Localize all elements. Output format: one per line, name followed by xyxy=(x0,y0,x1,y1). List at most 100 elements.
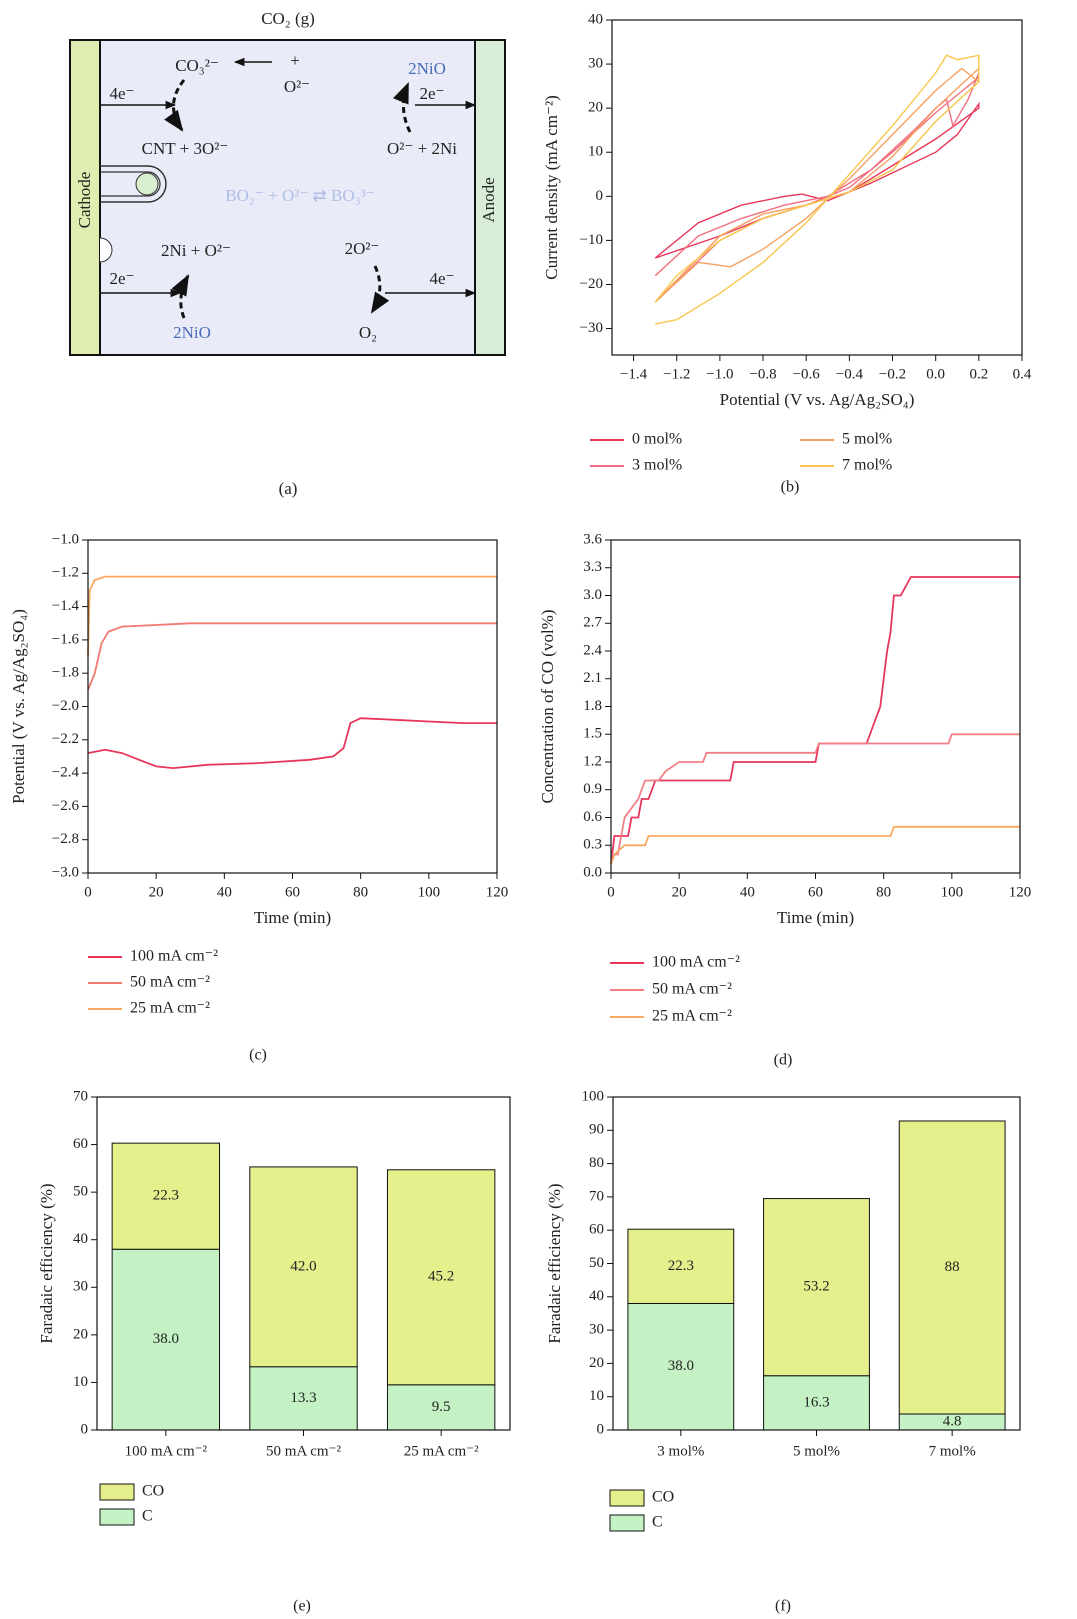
value-label: 13.3 xyxy=(290,1390,316,1406)
label: O²⁻ + 2Ni xyxy=(387,139,457,158)
legend-label: 100 mA cm⁻² xyxy=(130,948,218,965)
nanotube-inner xyxy=(100,171,161,197)
y-tick-label: −10 xyxy=(580,232,603,248)
y-tick-label: −3.0 xyxy=(52,864,79,880)
label: 4e⁻ xyxy=(429,269,454,288)
plot-frame xyxy=(610,539,1021,874)
plot-frame xyxy=(96,1096,511,1431)
y-tick-label: 80 xyxy=(589,1155,604,1171)
bar-segment xyxy=(898,1120,1006,1415)
y-tick-label: 10 xyxy=(73,1374,88,1390)
line xyxy=(610,825,1020,865)
y-tick-label: −2.8 xyxy=(52,831,79,847)
legend-label: 50 mA cm⁻² xyxy=(130,974,210,991)
y-tick-label: −2.4 xyxy=(52,765,80,781)
y-tick-label: 20 xyxy=(589,1355,604,1371)
bar-segment xyxy=(763,1375,870,1431)
x-tick-label: 100 xyxy=(941,884,964,900)
panel-label: (f) xyxy=(775,1598,791,1615)
y-tick-label: 60 xyxy=(73,1136,88,1152)
x-tick-label: 20 xyxy=(149,884,164,900)
label: 2NiO xyxy=(408,59,446,78)
panel-label: (a) xyxy=(279,479,298,498)
bar-segment xyxy=(763,1198,870,1377)
x-tick-label: 80 xyxy=(876,884,891,900)
legend-label: 25 mA cm⁻² xyxy=(130,1000,210,1017)
y-tick-label: 40 xyxy=(73,1231,88,1247)
x-tick-label: 100 xyxy=(418,884,441,900)
legend-label: 50 mA cm⁻² xyxy=(652,981,732,998)
curved-arrow xyxy=(171,274,190,319)
bar-segment xyxy=(111,1142,221,1250)
x-tick-label: −1.2 xyxy=(663,366,690,382)
x-axis-label: Potential (V vs. Ag/Ag₂SO₄) xyxy=(720,390,915,409)
x-tick-label: 60 xyxy=(285,884,300,900)
x-tick-label: 120 xyxy=(486,884,509,900)
y-tick-label: −2.6 xyxy=(52,798,80,814)
x-tick-label: −0.8 xyxy=(749,366,776,382)
y-tick-label: 3.6 xyxy=(583,531,602,547)
label: BO₂⁻ + O²⁻ ⇄ BO₃³⁻ xyxy=(225,186,374,205)
y-tick-label: 2.1 xyxy=(583,670,602,686)
x-tick-label: 80 xyxy=(353,884,368,900)
x-tick-label: 40 xyxy=(217,884,232,900)
line xyxy=(610,576,1020,864)
x-tick-label: 3 mol% xyxy=(657,1443,704,1459)
bar-segment xyxy=(386,1384,496,1431)
cell xyxy=(69,39,506,356)
cathode-plate xyxy=(69,39,101,356)
line xyxy=(611,733,1020,856)
x-tick-label: 120 xyxy=(1009,884,1032,900)
value-label: 88 xyxy=(945,1259,960,1275)
curved-arrow xyxy=(164,79,186,132)
legend-swatch xyxy=(609,1514,645,1532)
label: 2e⁻ xyxy=(109,269,134,288)
y-tick-label: 60 xyxy=(589,1222,604,1238)
label: 2e⁻ xyxy=(419,84,444,103)
x-tick-label: 50 mA cm⁻² xyxy=(266,1443,341,1459)
y-tick-label: 1.2 xyxy=(583,753,602,769)
value-label: 9.5 xyxy=(432,1399,451,1415)
y-tick-label: 50 xyxy=(589,1255,604,1271)
label: CNT + 3O²⁻ xyxy=(142,139,229,158)
x-tick-label: −1.0 xyxy=(706,366,733,382)
y-tick-label: 30 xyxy=(589,1322,604,1338)
x-tick-label: −0.4 xyxy=(836,366,864,382)
y-axis-label: Faradaic efficiency (%) xyxy=(545,1183,564,1343)
legend-swatch xyxy=(609,1489,645,1507)
x-tick-label: −0.6 xyxy=(793,366,821,382)
x-axis-label: Time (min) xyxy=(777,908,854,927)
y-tick-label: 30 xyxy=(588,56,603,72)
x-axis-label: Time (min) xyxy=(254,908,331,927)
y-tick-label: −1.0 xyxy=(52,531,79,547)
x-tick-label: 20 xyxy=(672,884,687,900)
y-tick-label: 10 xyxy=(588,144,603,160)
panel-label: (c) xyxy=(249,1047,267,1064)
plot-frame xyxy=(87,539,498,874)
legend-label: CO xyxy=(142,1483,164,1500)
y-tick-label: −1.8 xyxy=(52,665,79,681)
y-tick-label: 40 xyxy=(589,1288,604,1304)
curved-arrow xyxy=(370,265,390,314)
label: CO₂ (g) xyxy=(261,9,315,28)
line xyxy=(654,66,980,303)
bar-segment xyxy=(249,1166,358,1368)
value-label: 22.3 xyxy=(668,1258,694,1274)
particle xyxy=(135,172,159,196)
x-tick-label: 7 mol% xyxy=(929,1443,976,1459)
y-tick-label: 0 xyxy=(597,1421,605,1437)
label: 2O²⁻ xyxy=(345,239,380,258)
label: 2Ni + O²⁻ xyxy=(161,241,231,260)
particle-half xyxy=(99,237,113,263)
y-axis-label: Potential (V vs. Ag/Ag₂SO₄) xyxy=(9,609,28,804)
line xyxy=(654,54,980,325)
legend-swatch xyxy=(99,1483,135,1501)
y-axis-label: Faradaic efficiency (%) xyxy=(37,1183,56,1343)
curved-arrow xyxy=(392,82,412,133)
x-tick-label: 40 xyxy=(740,884,755,900)
y-tick-label: 40 xyxy=(588,11,603,27)
y-tick-label: 2.4 xyxy=(583,642,602,658)
line xyxy=(87,575,497,657)
value-label: 38.0 xyxy=(153,1331,179,1347)
